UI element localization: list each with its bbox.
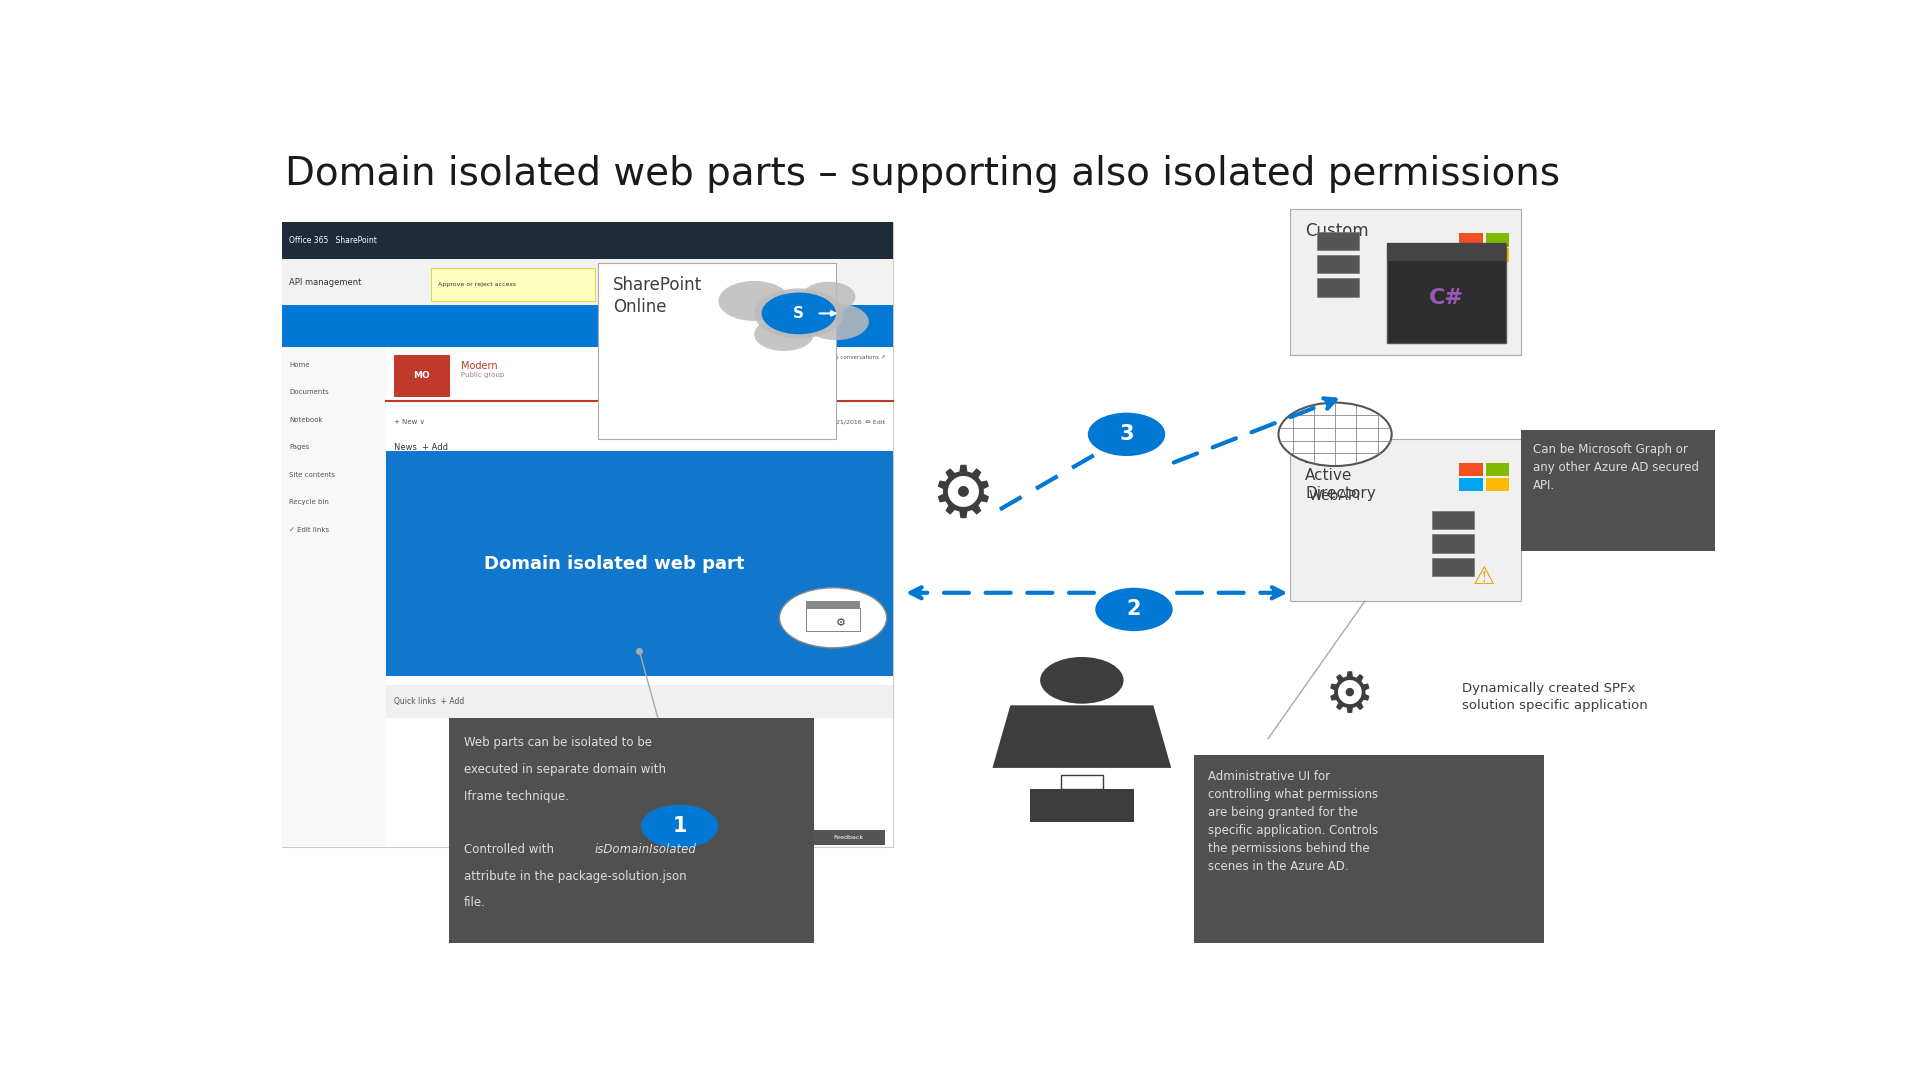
FancyBboxPatch shape	[431, 268, 594, 301]
FancyBboxPatch shape	[283, 222, 892, 847]
FancyBboxPatch shape	[1317, 255, 1359, 273]
Text: ✓ Edit links: ✓ Edit links	[290, 527, 329, 533]
FancyBboxPatch shape	[283, 222, 892, 259]
FancyBboxPatch shape	[386, 684, 892, 718]
FancyBboxPatch shape	[598, 263, 836, 439]
Text: Custom: Custom	[1305, 222, 1368, 239]
FancyBboxPatch shape	[450, 718, 813, 943]
FancyBboxPatch shape	[1194, 756, 1543, 943]
Text: attribute in the package-solution.json: attribute in the package-solution.json	[463, 870, 686, 883]
Text: 1: 1	[673, 817, 686, 836]
Text: Can be Microsoft Graph or
any other Azure AD secured
API.: Can be Microsoft Graph or any other Azur…	[1534, 443, 1699, 492]
Circle shape	[801, 282, 855, 312]
FancyBboxPatch shape	[1432, 558, 1474, 576]
FancyBboxPatch shape	[1459, 462, 1482, 477]
FancyBboxPatch shape	[1388, 243, 1507, 342]
FancyBboxPatch shape	[807, 601, 859, 608]
Text: Controlled with: Controlled with	[463, 843, 557, 856]
FancyBboxPatch shape	[1317, 278, 1359, 297]
Text: Dynamically created SPFx
solution specific application: Dynamically created SPFx solution specif…	[1461, 682, 1647, 712]
Text: Site contents: Site contents	[290, 472, 336, 478]
Text: ⚙: ⚙	[836, 617, 846, 628]
Text: Iframe technique.: Iframe technique.	[463, 790, 569, 803]
Text: Home: Home	[290, 362, 309, 368]
Circle shape	[1088, 413, 1165, 456]
FancyBboxPatch shape	[807, 608, 859, 631]
Text: + New ∨: + New ∨	[394, 419, 425, 426]
Text: News  + Add: News + Add	[394, 443, 448, 452]
Text: Domain isolated web parts – supporting also isolated permissions: Domain isolated web parts – supporting a…	[284, 155, 1561, 193]
FancyBboxPatch shape	[386, 451, 892, 676]
FancyBboxPatch shape	[283, 347, 386, 847]
Text: Published 11/21/2016  ✏ Edit: Published 11/21/2016 ✏ Edit	[794, 419, 886, 425]
Text: ⚙: ⚙	[1345, 426, 1380, 464]
Text: Web parts can be isolated to be: Web parts can be isolated to be	[463, 736, 652, 749]
Text: 3: 3	[1119, 425, 1134, 444]
Text: isDomainIsolated: isDomainIsolated	[594, 843, 696, 856]
Polygon shape	[992, 705, 1170, 768]
FancyBboxPatch shape	[1290, 209, 1522, 355]
FancyBboxPatch shape	[1486, 478, 1509, 491]
Text: Office 365   SharePoint: Office 365 SharePoint	[290, 236, 377, 245]
FancyBboxPatch shape	[1030, 788, 1134, 822]
Text: Following   Group conversations ↗: Following Group conversations ↗	[792, 355, 886, 361]
Text: ⚠: ⚠	[1472, 564, 1495, 589]
FancyBboxPatch shape	[1459, 233, 1482, 247]
Text: Notebook: Notebook	[290, 417, 323, 422]
Circle shape	[780, 588, 886, 648]
FancyBboxPatch shape	[811, 831, 886, 846]
Text: executed in separate domain with: executed in separate domain with	[463, 762, 665, 775]
Circle shape	[1040, 657, 1124, 704]
Text: ⚙: ⚙	[930, 462, 996, 532]
Text: 2: 2	[1126, 600, 1142, 619]
FancyBboxPatch shape	[386, 347, 892, 401]
FancyBboxPatch shape	[283, 259, 892, 305]
FancyBboxPatch shape	[1459, 248, 1482, 262]
Text: MO: MO	[413, 371, 431, 380]
Text: Feedback: Feedback	[832, 835, 863, 840]
Text: Documents: Documents	[290, 389, 329, 395]
Text: Public group: Public group	[461, 371, 504, 378]
FancyBboxPatch shape	[1388, 243, 1507, 261]
Circle shape	[640, 805, 719, 848]
Text: Pages: Pages	[290, 444, 309, 451]
FancyBboxPatch shape	[1459, 478, 1482, 491]
FancyBboxPatch shape	[1522, 430, 1714, 551]
Text: WebAPI: WebAPI	[1309, 488, 1361, 503]
Text: Azure
Active
Directory: Azure Active Directory	[1305, 451, 1376, 500]
FancyBboxPatch shape	[1290, 439, 1522, 601]
Text: file.: file.	[463, 897, 486, 910]
FancyBboxPatch shape	[1432, 511, 1474, 530]
Text: ⚙: ⚙	[1324, 670, 1374, 725]
Text: Administrative UI for
controlling what permissions
are being granted for the
spe: Administrative UI for controlling what p…	[1209, 770, 1378, 873]
FancyBboxPatch shape	[1486, 233, 1509, 247]
FancyBboxPatch shape	[394, 355, 450, 396]
Circle shape	[719, 280, 790, 321]
Circle shape	[1096, 588, 1172, 631]
Text: Modern: Modern	[461, 361, 498, 371]
Circle shape	[761, 292, 836, 335]
Circle shape	[1278, 403, 1392, 466]
Circle shape	[753, 288, 844, 338]
Text: SharePoint
Online: SharePoint Online	[613, 276, 702, 316]
Text: C#: C#	[1430, 288, 1465, 308]
Text: API management: API management	[290, 277, 361, 287]
Text: Approve or reject access: Approve or reject access	[438, 282, 517, 287]
FancyBboxPatch shape	[1486, 248, 1509, 262]
Text: Recycle bin: Recycle bin	[290, 499, 329, 506]
FancyBboxPatch shape	[1486, 462, 1509, 477]
Text: Quick links  + Add: Quick links + Add	[394, 696, 463, 706]
Text: S: S	[794, 305, 803, 321]
FancyBboxPatch shape	[1432, 534, 1474, 552]
FancyBboxPatch shape	[283, 305, 892, 347]
Text: Domain isolated web part: Domain isolated web part	[484, 554, 744, 573]
Circle shape	[803, 303, 869, 340]
Circle shape	[753, 317, 813, 351]
FancyBboxPatch shape	[1317, 232, 1359, 250]
